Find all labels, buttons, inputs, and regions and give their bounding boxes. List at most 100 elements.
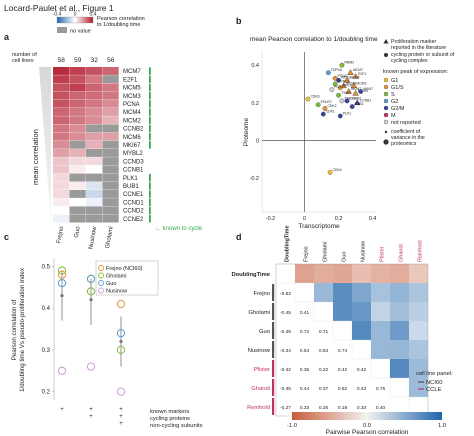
heatmap-a-cell — [86, 91, 103, 100]
matrix-d-dt-value: -0.34 — [280, 348, 291, 354]
heatmap-a-row-label: BUB1 — [123, 184, 139, 190]
matrix-d-value: 0.74 — [338, 348, 348, 354]
matrix-d-panel-bar — [272, 398, 275, 415]
heatmap-a-row-label: MCM5 — [123, 86, 141, 92]
colorbar-a-tick: 0.4 — [90, 12, 97, 18]
scatter-c-y-tick: 0.4 — [42, 306, 51, 312]
heatmap-a-cell — [86, 214, 103, 223]
matrix-d-dt-value: -0.42 — [280, 367, 291, 373]
scatter-b-point — [315, 102, 321, 108]
scatter-b-y-tick: -0.2 — [250, 176, 259, 182]
heatmap-a-cell — [69, 108, 86, 116]
scatter-b-point — [332, 81, 338, 87]
scatter-b-point — [347, 69, 354, 75]
scatter-b-point-label: PCNA — [338, 74, 348, 78]
scatter-b-point-label: MCM3 — [356, 81, 366, 85]
heatmap-a-cell — [86, 124, 103, 133]
heatmap-a-cell — [53, 132, 70, 141]
legend-d-label: NCI60 — [426, 380, 442, 386]
heatmap-a-cell — [102, 206, 119, 215]
heatmap-a-row-label: CCND1 — [123, 200, 144, 206]
matrix-d-panel-bar — [272, 322, 275, 339]
scatter-b-point — [339, 62, 345, 68]
heatmap-a-cell — [102, 157, 119, 166]
matrix-d-diag — [389, 377, 410, 398]
scatter-c-mean — [119, 339, 123, 344]
known-to-cycle-bar — [149, 198, 151, 206]
known-to-cycle-bar — [149, 141, 151, 149]
heatmap-a-cell — [86, 198, 103, 207]
scatter-b-x-tick: 0.4 — [369, 216, 377, 222]
matrix-d-value: 0.26 — [319, 405, 329, 411]
heatmap-a-cell — [69, 157, 86, 166]
legend-b-phase-label: not reported — [391, 120, 421, 126]
heatmap-a-cell — [53, 75, 70, 84]
matrix-d-col-label: Gholami — [322, 242, 328, 262]
heatmap-a-cell — [102, 198, 119, 207]
matrix-d-row-label: Gholami — [248, 310, 270, 316]
colorbar-a — [56, 16, 94, 24]
matrix-d-cell — [390, 321, 409, 340]
heatmap-a-row-label: CCNE2 — [123, 217, 144, 223]
heatmap-a-cell — [102, 190, 119, 198]
scatter-b-x-tick: 0.2 — [335, 216, 343, 222]
heatmap-a-row-label: CCND3 — [123, 159, 144, 165]
known-to-cycle-bar — [149, 116, 151, 124]
heatmap-a-cell — [102, 67, 119, 75]
scatter-c-group-mark: + — [89, 414, 93, 420]
scatter-b-x-tick: 0 — [303, 216, 306, 222]
heatmap-a-cell — [69, 99, 86, 108]
scatter-c-group-mark: + — [119, 414, 123, 420]
heatmap-a-cell — [86, 99, 103, 108]
scatter-b-point-label: CDK1 — [326, 110, 335, 114]
heatmap-a-cell — [102, 75, 119, 84]
scatter-c-group-label: cycling proteins — [150, 416, 190, 422]
scatter-c-point — [57, 278, 67, 288]
matrix-d-col-label: Ghandi — [398, 244, 404, 262]
scatter-b-y-tick: 0 — [256, 138, 259, 144]
matrix-d-cell — [409, 378, 428, 397]
heatmap-a-cell — [69, 198, 86, 207]
matrix-d-value: 0.44 — [300, 386, 310, 392]
matrix-d-col-label: Guo — [341, 252, 347, 262]
panel-label-a: a — [4, 32, 10, 42]
scatter-c-y-tick: 0.2 — [42, 390, 51, 396]
legend-b-phase-label: S — [391, 92, 395, 98]
matrix-d-value: 0.35 — [300, 367, 310, 373]
legend-b-cycling-1: cycling protein or subunit of — [391, 52, 455, 58]
legend-b-triangle — [383, 39, 389, 44]
colorbar-a-tick: 0 — [74, 12, 77, 18]
matrix-d-row-label: Ghandi — [251, 386, 270, 392]
matrix-d-cell — [352, 302, 371, 321]
heatmap-a-cell — [102, 214, 119, 223]
legend-c-label: Guo — [106, 281, 116, 287]
matrix-d-col-label: Frejno — [303, 246, 309, 262]
matrix-d-value: 0.71 — [319, 329, 329, 335]
legend-c-label: Gholami — [106, 274, 126, 280]
cell-line-count: 59 — [74, 57, 82, 64]
matrix-d-cell — [390, 340, 409, 359]
scatter-c-y-tick: 0.3 — [42, 348, 51, 354]
known-to-cycle-bar — [149, 67, 151, 75]
matrix-d-cell — [333, 283, 352, 302]
matrix-d-diag — [313, 301, 334, 322]
heatmap-a-cell — [53, 206, 70, 215]
matrix-d-value: 0.18 — [338, 405, 348, 411]
scatter-b-point-label: SMC1A — [344, 96, 356, 100]
heatmap-a-cell — [53, 116, 70, 125]
scatter-b-point — [350, 82, 358, 89]
scatter-b-point-label: RRM2 — [344, 61, 354, 65]
scatter-b-point — [305, 96, 311, 102]
matrix-d-value: 0.42 — [357, 367, 367, 373]
colorbar-d-tick: 0.0 — [363, 423, 371, 429]
known-to-cycle-bar — [149, 108, 151, 116]
legend-c-marker — [98, 265, 104, 271]
matrix-d-panel-bar — [272, 284, 275, 301]
matrix-d-value: 0.22 — [319, 367, 329, 373]
scatter-b-point — [322, 106, 328, 111]
heatmap-a-row-label: PCNA — [123, 102, 140, 108]
heatmap-a-cell — [53, 173, 70, 182]
scatter-b-point-label: TYMS — [341, 91, 351, 95]
matrix-d-cell — [409, 340, 428, 359]
scatter-b-point-label: CDK4 — [333, 168, 342, 172]
